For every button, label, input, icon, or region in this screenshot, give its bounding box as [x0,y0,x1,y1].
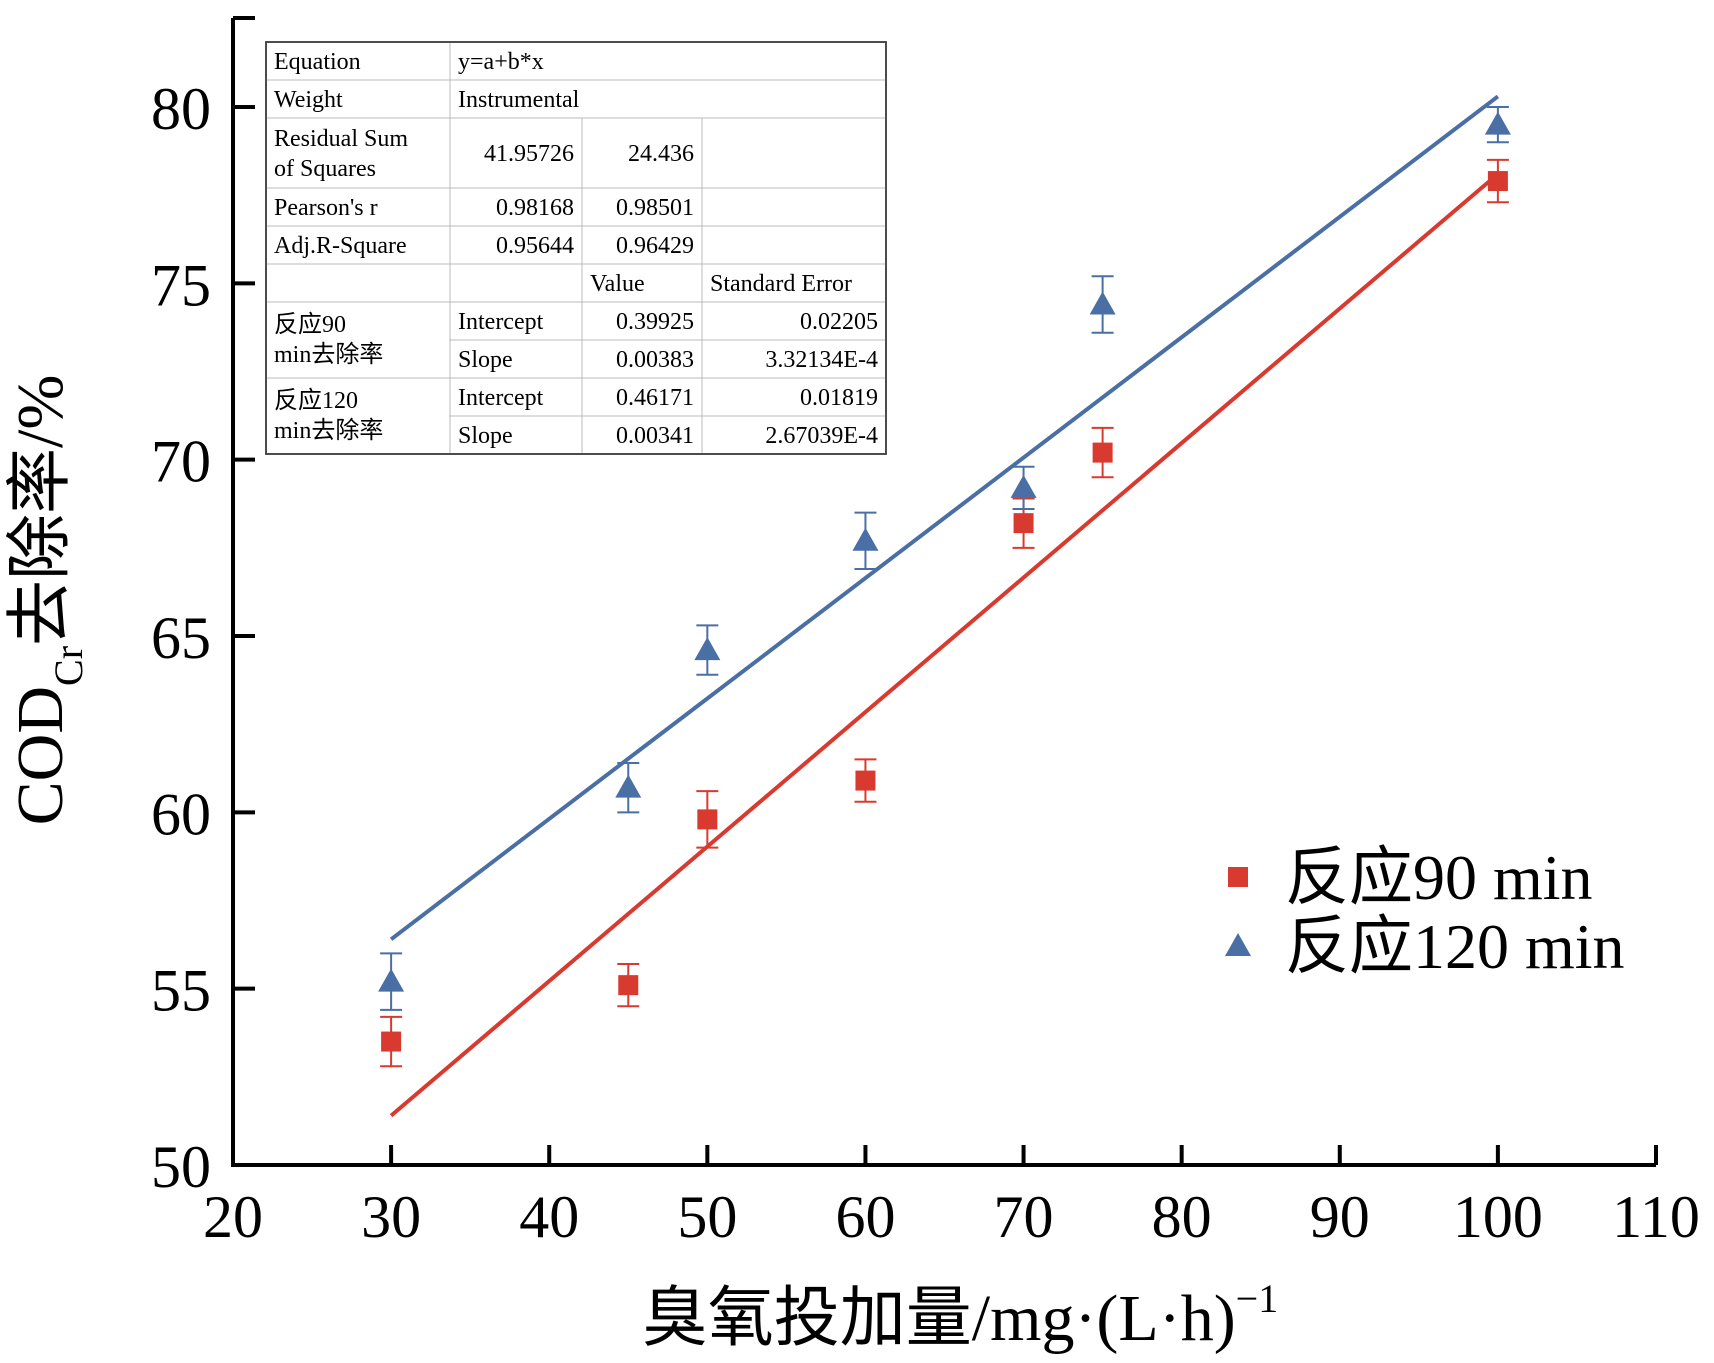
stats-cell: Equation [274,49,361,75]
x-tick-label: 100 [1453,1184,1543,1250]
stats-cell: 0.98501 [616,195,694,221]
data-point-triangle [615,774,642,798]
tick-labels: 20 30 40 50 60 70 80 90 100 110 50 55 60 65 70 75 80 [151,76,1700,1250]
fit-line-1 [389,172,1500,1118]
data-point-square [697,809,718,830]
stats-cell: 0.00383 [616,347,694,373]
stats-cell: 0.95644 [496,233,574,259]
x-tick-label: 60 [835,1184,895,1250]
stats-merge-mask [267,415,449,417]
data-point-square [1013,513,1034,534]
fit-line-2 [389,94,1500,941]
stats-cell: 反应90 [274,311,346,338]
data-point-triangle [378,968,405,992]
stats-cell: Pearson's r [274,195,378,221]
stats-cell: of Squares [274,156,376,182]
data-point-square [1487,171,1508,192]
axes [231,16,1658,1167]
y-tick-label: 65 [151,605,211,671]
stats-cell: Residual Sum [274,126,408,152]
stats-cell: Adj.R-Square [274,233,407,259]
data-point-triangle [1010,474,1037,498]
legend-label: 反应120 min [1285,911,1625,982]
x-tick-label: 40 [519,1184,579,1250]
stats-cell: Slope [458,347,513,373]
stats-cell: Intercept [458,309,544,335]
y-tick-label: 75 [151,252,211,318]
fit-lines [389,94,1500,1118]
y-tick-label: 50 [151,1134,211,1200]
stats-cell: 3.32134E-4 [765,347,878,373]
x-tick-label: 20 [203,1184,263,1250]
data-point-triangle [1089,291,1116,315]
x-tick-label: 110 [1612,1184,1700,1250]
y-tick-label: 55 [151,958,211,1024]
data-point-square [855,770,876,791]
y-tick-label: 70 [151,429,211,495]
stats-merge-mask [267,339,449,341]
x-tick-label: 70 [994,1184,1054,1250]
stats-cell: 0.02205 [800,309,878,335]
stats-cell: min去除率 [274,341,383,368]
stats-cell: 41.95726 [484,141,574,167]
stats-cell: 0.46171 [616,385,694,411]
data-point-triangle [1484,111,1511,135]
stats-cell: min去除率 [274,417,383,444]
stats-cell: Standard Error [710,271,852,297]
data-point-triangle [694,637,721,661]
stats-cell: y=a+b*x [458,49,544,75]
legend-marker-triangle [1225,933,1251,956]
stats-cell: Slope [458,423,513,449]
data-point-square [381,1031,402,1052]
x-axis-title: 臭氧投加量/mg·(L·h)−1 [642,1276,1278,1355]
data-point-square [1092,442,1113,463]
stats-cell: Intercept [458,385,544,411]
y-tick-label: 60 [151,781,211,847]
data-points [378,106,1511,1068]
data-point-triangle [852,527,879,551]
stats-cell: 24.436 [628,141,694,167]
y-tick-label: 80 [151,76,211,142]
axis-titles: 臭氧投加量/mg·(L·h)−1 CODCr去除率/% [4,375,1278,1355]
x-tick-label: 90 [1310,1184,1370,1250]
x-tick-label: 50 [677,1184,737,1250]
stats-cell: 0.98168 [496,195,574,221]
x-tick-label: 80 [1152,1184,1212,1250]
stats-cell: Instrumental [458,87,580,113]
legend-label: 反应90 min [1285,842,1593,913]
stats-cell: Weight [274,87,343,113]
y-axis-title: CODCr去除率/% [4,375,91,826]
stats-cell: 0.00341 [616,423,694,449]
stats-cell: 0.96429 [616,233,694,259]
data-point-square [618,975,639,996]
stats-cell: 0.01819 [800,385,878,411]
stats-table-border [265,41,887,455]
stats-cell: 2.67039E-4 [765,423,878,449]
stats-cell: Value [590,271,645,297]
stats-cell: 0.39925 [616,309,694,335]
legend-marker-square [1228,867,1248,887]
x-tick-label: 30 [361,1184,421,1250]
stats-cell: 反应120 [274,387,358,414]
stats-table: Equation y=a+b*x Weight Instrumental Residua… [265,41,887,455]
